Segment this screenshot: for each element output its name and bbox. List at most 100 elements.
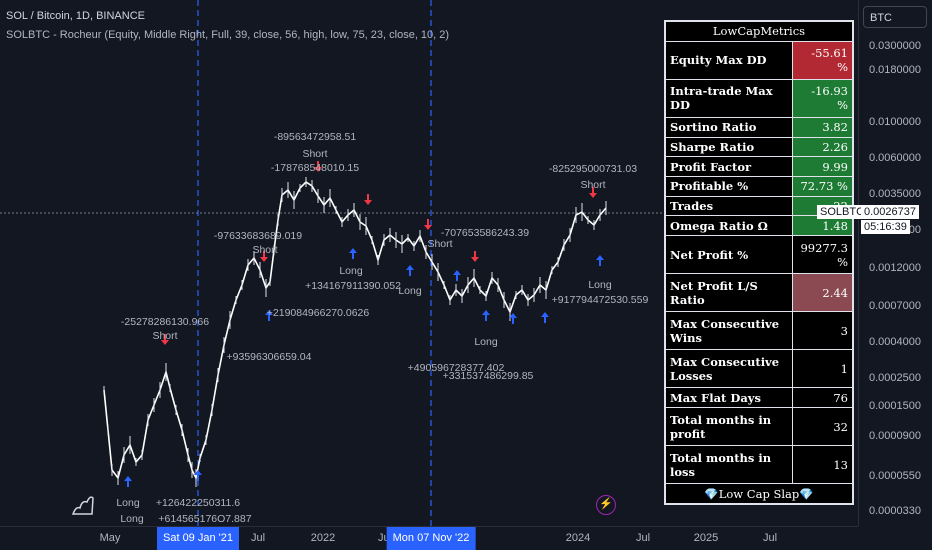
metric-label: Profit Factor xyxy=(665,156,793,177)
metric-row: Max Flat Days 76 xyxy=(665,387,853,408)
metric-value: -16.93 % xyxy=(792,78,853,118)
chart-area[interactable]: SOL / Bitcoin, 1D, BINANCE SOLBTC - Roch… xyxy=(0,0,858,526)
trade-annotation: +126422250311.6 xyxy=(155,497,241,509)
metric-row: Total months in profit 32 xyxy=(665,406,853,447)
metric-label: Equity Max DD xyxy=(665,40,793,80)
lightning-icon[interactable]: ⚡ xyxy=(596,495,616,515)
price-tick-label: 0.0012000 xyxy=(869,262,921,274)
short-arrow-icon xyxy=(260,251,268,262)
trade-annotation: -89563472958.51 xyxy=(273,131,357,143)
short-arrow-icon xyxy=(589,187,597,198)
countdown-tag: 05:16:39 xyxy=(861,220,910,234)
price-axis[interactable]: BTC 0.0300000 0.0180000 0.0100000 0.0060000… xyxy=(817,0,932,526)
trade-annotation: Short xyxy=(580,179,606,191)
metric-value: 1.48 xyxy=(792,215,853,236)
metric-row: Omega Ratio Ω 1.48 xyxy=(665,215,853,236)
metric-label: Intra-trade Max DD xyxy=(665,78,793,118)
price-tick-label: 0.0300000 xyxy=(869,40,921,52)
metric-row: Intra-trade Max DD -16.93 % xyxy=(665,78,853,118)
price-line xyxy=(103,180,607,481)
trade-annotation: Long xyxy=(588,279,612,291)
trade-annotation: -825295000731.03 xyxy=(548,163,638,175)
metrics-table: LowCapMetrics Equity Max DD -55.61 % Intra… xyxy=(664,20,854,505)
metric-label: Total months in profit xyxy=(665,406,793,447)
long-arrow-icon xyxy=(482,310,490,321)
metric-label: Trades xyxy=(665,195,793,217)
metric-value: -55.61 % xyxy=(792,40,853,80)
time-tick-label: Jul xyxy=(762,532,778,544)
metric-label: Sortino Ratio xyxy=(665,116,793,138)
time-axis[interactable]: May Jul 2022 Jul 2024 Jul 2025 Jul Sat 09 Jan '2… xyxy=(0,526,858,550)
time-tick-label: Jul xyxy=(250,532,266,544)
long-arrow-icon xyxy=(194,470,202,481)
trade-annotation: Short xyxy=(427,238,453,250)
indicator-legend[interactable]: SOLBTC - Rocheur (Equity, Middle Right, … xyxy=(6,29,450,41)
trade-annotation: Long xyxy=(398,285,422,297)
trade-annotation: Long xyxy=(474,336,498,348)
metric-label: Omega Ratio Ω xyxy=(665,215,793,236)
trade-annotation: +134167911390.052 xyxy=(305,280,401,292)
selected-date-label: Mon 07 Nov '22 xyxy=(386,527,476,550)
time-tick-label: May xyxy=(99,532,121,544)
time-tick-label: 2022 xyxy=(310,532,336,544)
metric-row: Equity Max DD -55.61 % xyxy=(665,40,853,80)
metric-row: Sortino Ratio 3.82 xyxy=(665,116,853,138)
short-arrow-icon xyxy=(161,334,169,345)
trade-annotation: -707653586243.39 xyxy=(440,227,530,239)
long-arrow-icon xyxy=(124,476,132,487)
trade-annotation: Short xyxy=(152,330,178,342)
metric-row: Net Profit % 99277.3 % xyxy=(665,234,853,275)
symbol-legend[interactable]: SOL / Bitcoin, 1D, BINANCE xyxy=(6,10,145,22)
long-arrow-icon xyxy=(596,255,604,266)
trade-annotation: Long xyxy=(116,497,140,509)
price-tick-label: 0.0002500 xyxy=(869,372,921,384)
short-arrow-icon xyxy=(424,219,432,230)
metric-value: 2.44 xyxy=(792,273,853,313)
metric-value: 1 xyxy=(792,349,853,389)
metric-row: Max Consecutive Wins 3 xyxy=(665,311,853,351)
price-tick-label: 0.0000330 xyxy=(869,505,921,517)
long-arrow-icon xyxy=(265,310,273,321)
metric-row: Sharpe Ratio 2.26 xyxy=(665,136,853,158)
metric-label: Net Profit % xyxy=(665,234,793,275)
trade-annotation: Long xyxy=(339,265,363,277)
metric-value: 76 xyxy=(792,387,853,408)
currency-button[interactable]: BTC xyxy=(863,6,927,28)
trade-annotation: Short xyxy=(302,148,328,160)
price-tick-label: 0.0035000 xyxy=(869,188,921,200)
time-tick-label: Jul xyxy=(635,532,651,544)
trade-annotation: +490596728377.402 xyxy=(407,362,505,374)
metrics-footer: 💎Low Cap Slap💎 xyxy=(665,483,853,504)
price-chart[interactable] xyxy=(0,0,858,526)
metric-label: Net Profit L/S Ratio xyxy=(665,273,793,313)
trade-annotation: Short xyxy=(252,244,278,256)
price-tick-label: 0.0007000 xyxy=(869,300,921,312)
metric-label: Sharpe Ratio xyxy=(665,136,793,158)
trade-annotation: +93596306659.04 xyxy=(226,351,312,363)
price-tick-label: 0.0180000 xyxy=(869,64,921,76)
trade-annotation: +219084966270.0626 xyxy=(266,307,370,319)
tradingview-logo[interactable] xyxy=(70,492,96,518)
short-arrow-icon xyxy=(471,251,479,262)
current-price-tag: 0.0026737 xyxy=(861,205,919,219)
long-arrow-icon xyxy=(406,265,414,276)
metric-label: Profitable % xyxy=(665,175,793,197)
price-tick-label: 0.0000550 xyxy=(869,470,921,482)
metric-label: Max Consecutive Wins xyxy=(665,311,793,351)
price-tick-label: 0.0060000 xyxy=(869,152,921,164)
metric-row: Profitable % 72.73 % xyxy=(665,175,853,197)
trade-arrows xyxy=(124,161,604,487)
price-tick-label: 0.0001500 xyxy=(869,400,921,412)
time-tick-label: 2024 xyxy=(565,532,591,544)
metric-row: Net Profit L/S Ratio 2.44 xyxy=(665,273,853,313)
time-tick-label: 2025 xyxy=(693,532,719,544)
trade-annotation: Long xyxy=(120,513,144,525)
trade-annotation: -25278286130.966 xyxy=(120,316,210,328)
long-arrow-icon xyxy=(541,312,549,323)
metric-label: Max Flat Days xyxy=(665,387,793,408)
trade-annotation: +917794472530.559 xyxy=(551,294,649,306)
long-arrow-icon xyxy=(509,313,517,324)
metric-row: Profit Factor 9.99 xyxy=(665,156,853,177)
metric-row: Total months in loss 13 xyxy=(665,445,853,485)
metric-value: 13 xyxy=(792,445,853,485)
